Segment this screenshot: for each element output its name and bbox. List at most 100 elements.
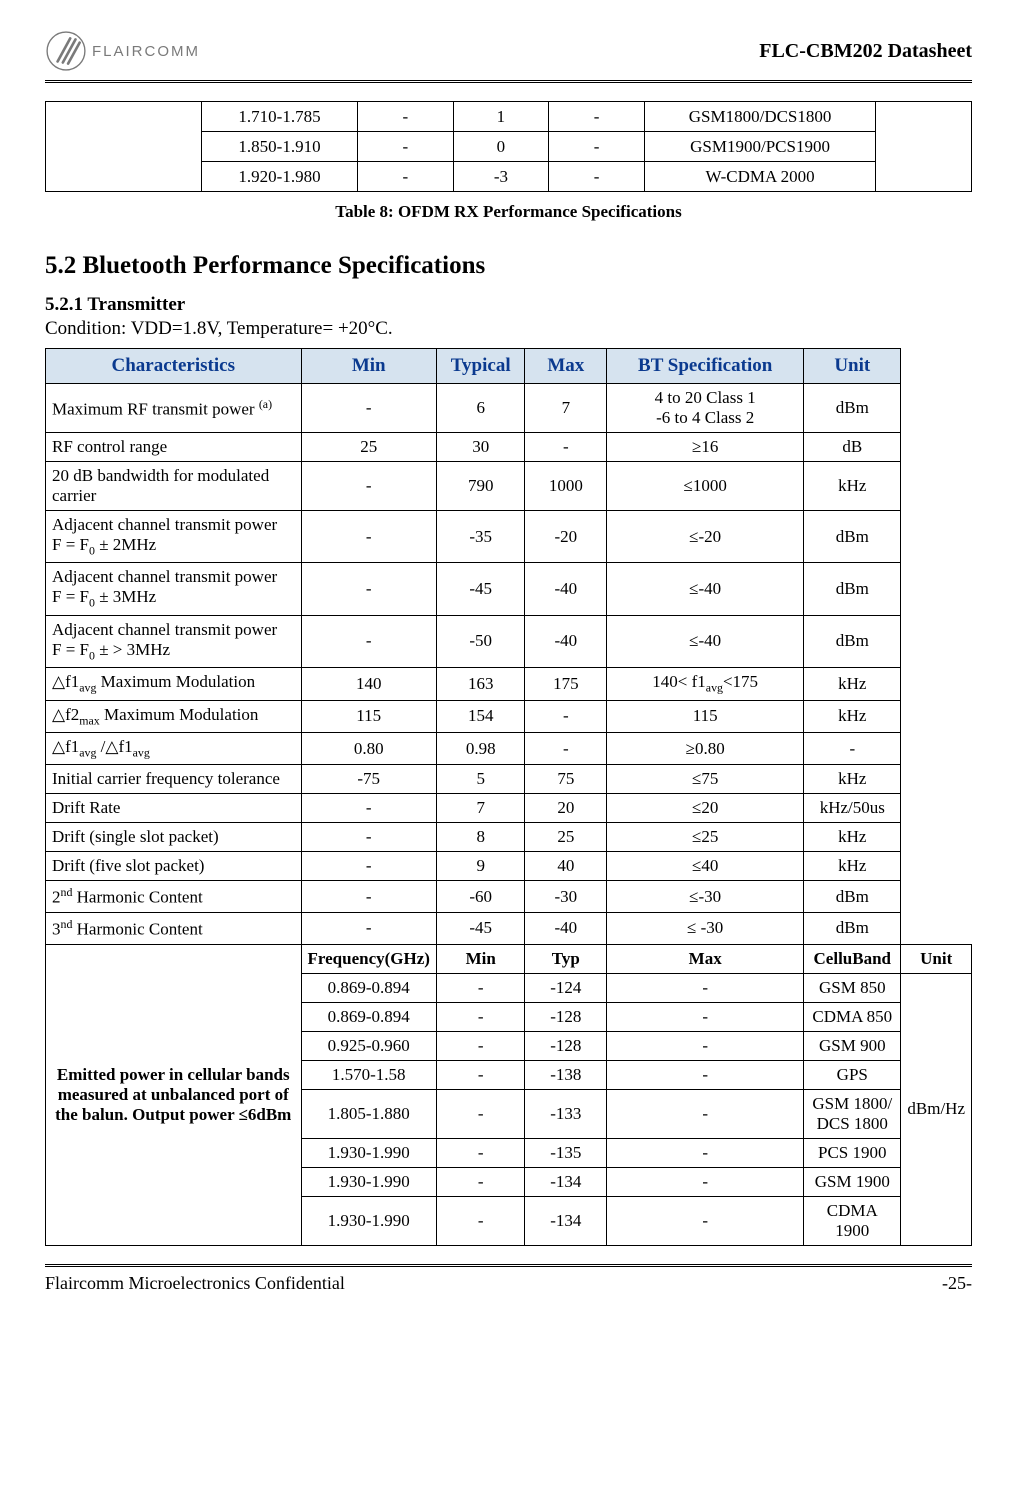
table-cell: GSM 1800/ DCS 1800 [804, 1089, 901, 1138]
table-cell: 1.930-1.990 [301, 1196, 436, 1245]
table-row: Adjacent channel transmit powerF = F0 ± … [46, 563, 972, 615]
table-row: RF control range2530-≥16dB [46, 433, 972, 462]
footer-left: Flaircomm Microelectronics Confidential [45, 1273, 345, 1294]
table-cell: - [436, 1089, 524, 1138]
table-cell: ≤ -30 [607, 913, 804, 945]
table-cell: -75 [301, 765, 436, 794]
table-cell: 175 [525, 668, 607, 700]
table-cell: - [301, 913, 436, 945]
table-cell: Drift (single slot packet) [46, 823, 302, 852]
table-cell: 1.850-1.910 [202, 132, 358, 162]
table-cell: - [436, 1138, 524, 1167]
table-cell: ≤-20 [607, 511, 804, 563]
table-row: △f1avg Maximum Modulation140163175140< f… [46, 668, 972, 700]
table-cell: GSM1800/DCS1800 [644, 102, 876, 132]
table-cell: - [525, 732, 607, 764]
table-cell: 0.80 [301, 732, 436, 764]
table-cell: Maximum RF transmit power (a) [46, 384, 302, 433]
table-cell: -50 [436, 615, 524, 667]
section-heading: 5.2 Bluetooth Performance Specifications [45, 252, 972, 280]
table-cell: - [436, 1031, 524, 1060]
table-cell: Min [436, 944, 524, 973]
table-cell: -40 [525, 615, 607, 667]
table-cell: GPS [804, 1060, 901, 1089]
table-cell: 0.98 [436, 732, 524, 764]
table-cell: -35 [436, 511, 524, 563]
table-cell: 140< f1avg<175 [607, 668, 804, 700]
table-subheader-row: Emitted power in cellular bands measured… [46, 944, 972, 973]
table-cell: 20 dB bandwidth for modulated carrier [46, 462, 302, 511]
table-cell: - [358, 132, 454, 162]
table-cell: 1.805-1.880 [301, 1089, 436, 1138]
bt-transmitter-table: Characteristics Min Typical Max BT Speci… [45, 348, 972, 1246]
table-cell: Drift Rate [46, 794, 302, 823]
table-cell: -30 [525, 881, 607, 913]
table-cell: 790 [436, 462, 524, 511]
table-cell [46, 102, 202, 192]
page-header: FLAIRCOMM FLC-CBM202 Datasheet [45, 30, 972, 83]
table-cell: Max [607, 944, 804, 973]
table-cell: -3 [453, 162, 549, 192]
table-cell: 2nd Harmonic Content [46, 881, 302, 913]
table-cell: 115 [607, 700, 804, 732]
table-cell: ≤75 [607, 765, 804, 794]
table-cell: CDMA 1900 [804, 1196, 901, 1245]
table-cell: - [607, 1089, 804, 1138]
table-cell: -135 [525, 1138, 607, 1167]
table-row: 1.710-1.785-1-GSM1800/DCS1800 [46, 102, 972, 132]
th-typical: Typical [436, 349, 524, 384]
table-cell: 4 to 20 Class 1-6 to 4 Class 2 [607, 384, 804, 433]
page-footer: Flaircomm Microelectronics Confidential … [45, 1264, 972, 1294]
table-cell: 1.930-1.990 [301, 1138, 436, 1167]
table-cell: -133 [525, 1089, 607, 1138]
table-cell: △f2max Maximum Modulation [46, 700, 302, 732]
table-cell: 5 [436, 765, 524, 794]
table-cell: 30 [436, 433, 524, 462]
table-cell: - [549, 132, 645, 162]
table-cell: - [301, 881, 436, 913]
table-cell: 1 [453, 102, 549, 132]
table-cell: kHz [804, 823, 901, 852]
table-cell: 140 [301, 668, 436, 700]
table-cell: dBm [804, 511, 901, 563]
th-max: Max [525, 349, 607, 384]
table-row: Maximum RF transmit power (a)-674 to 20 … [46, 384, 972, 433]
table-cell: 7 [436, 794, 524, 823]
table-cell: Typ [525, 944, 607, 973]
table-cell: Adjacent channel transmit powerF = F0 ± … [46, 615, 302, 667]
table-cell: -124 [525, 973, 607, 1002]
table-row: △f2max Maximum Modulation115154-115kHz [46, 700, 972, 732]
table-cell: - [301, 563, 436, 615]
table-cell: ≤-30 [607, 881, 804, 913]
table-cell: - [436, 1002, 524, 1031]
table-cell: dB [804, 433, 901, 462]
table-row: Drift Rate-720≤20kHz/50us [46, 794, 972, 823]
table-cell: Adjacent channel transmit powerF = F0 ± … [46, 563, 302, 615]
table-cell: Adjacent channel transmit powerF = F0 ± … [46, 511, 302, 563]
table-cell: - [607, 973, 804, 1002]
table-cell: Drift (five slot packet) [46, 852, 302, 881]
th-bt-spec: BT Specification [607, 349, 804, 384]
table-cell: 75 [525, 765, 607, 794]
table-cell: - [436, 1196, 524, 1245]
table-cell: -128 [525, 1031, 607, 1060]
table-cell: - [301, 511, 436, 563]
condition-text: Condition: VDD=1.8V, Temperature= +20°C. [45, 318, 972, 340]
table-cell: ≥0.80 [607, 732, 804, 764]
table-cell: 3nd Harmonic Content [46, 913, 302, 945]
table-cell: 1000 [525, 462, 607, 511]
document-page: FLAIRCOMM FLC-CBM202 Datasheet 1.710-1.7… [0, 0, 1017, 1324]
table-cell: 0.925-0.960 [301, 1031, 436, 1060]
table-cell: - [436, 1060, 524, 1089]
table-row: 3nd Harmonic Content--45-40≤ -30dBm [46, 913, 972, 945]
table-cell: - [301, 852, 436, 881]
table-cell: kHz [804, 462, 901, 511]
table-cell: ≤1000 [607, 462, 804, 511]
logo-text: FLAIRCOMM [92, 43, 200, 60]
table-cell: - [358, 162, 454, 192]
table-cell: -60 [436, 881, 524, 913]
table-row: Adjacent channel transmit powerF = F0 ± … [46, 615, 972, 667]
table-cell: -128 [525, 1002, 607, 1031]
table-cell: dBm/Hz [901, 973, 972, 1245]
table-cell: - [804, 732, 901, 764]
